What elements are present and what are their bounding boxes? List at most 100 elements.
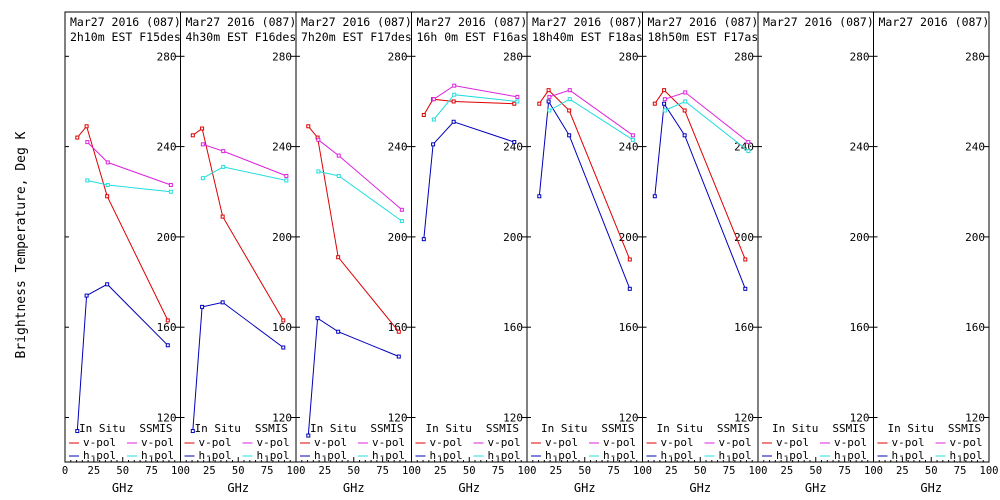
series-line-in_situ_h (538, 99, 631, 289)
y-tick-label: 200 (503, 231, 523, 244)
y-tick-label: 280 (734, 50, 754, 63)
y-tick-label: 160 (619, 321, 639, 334)
data-point-in_situ_h (743, 286, 748, 291)
x-tick-label: 25 (550, 465, 563, 477)
panel-title-date: Mar27 2016 (087) (186, 15, 297, 29)
legend-ssmis-hpol: h-pol (372, 449, 405, 462)
legend-in-situ-hpol: h-pol (314, 449, 347, 462)
data-point-in_situ_h (512, 140, 517, 145)
y-tick-label: 160 (734, 321, 754, 334)
data-point-in_situ_v (546, 88, 551, 93)
data-point-ssmis_v (284, 173, 289, 178)
y-tick-label: 200 (388, 231, 408, 244)
y-tick-label: 160 (272, 321, 292, 334)
legend-in-situ-hpol: h-pol (430, 449, 463, 462)
data-point-ssmis_v (547, 94, 552, 99)
data-point-in_situ_h (165, 343, 170, 348)
legend-in-situ-label: In Situ (772, 422, 818, 435)
panel-title-date: Mar27 2016 (087) (301, 15, 412, 29)
panel-7: Mar27 2016 (087) 120 160 200 240 280 25 50 75 100… (757, 11, 883, 495)
data-point-in_situ_h (336, 329, 341, 334)
legend-in-situ-hpol: h-pol (661, 449, 694, 462)
x-tick-label: 100 (633, 465, 652, 477)
legend-in-situ-vpol: v-pol (430, 436, 463, 449)
data-point-in_situ_h (627, 286, 632, 291)
data-point-in_situ_h (451, 119, 456, 124)
data-point-in_situ_v (281, 318, 286, 323)
data-point-in_situ_v (306, 124, 311, 129)
panel-title-date: Mar27 2016 (087) (417, 15, 528, 29)
legend-in-situ-label: In Situ (310, 422, 356, 435)
x-tick-label: 50 (578, 465, 591, 477)
x-tick-label: 75 (954, 465, 967, 477)
legend-in-situ-vpol: v-pol (892, 436, 925, 449)
data-point-ssmis_h (316, 169, 321, 174)
x-axis-label: GHz (689, 481, 711, 495)
data-point-in_situ_h (662, 101, 667, 106)
series-line-ssmis_v (664, 91, 749, 143)
y-tick-label: 280 (503, 50, 523, 63)
panel-title-date: Mar27 2016 (087) (70, 15, 181, 29)
x-tick-label: 75 (145, 465, 158, 477)
legend-in-situ-vpol: v-pol (661, 436, 694, 449)
data-point-ssmis_v (105, 160, 110, 165)
data-point-in_situ_v (190, 133, 195, 138)
data-point-in_situ_v (75, 135, 80, 140)
x-tick-label: 50 (347, 465, 360, 477)
series-line-in_situ_h (192, 301, 284, 432)
data-point-in_situ_h (105, 282, 110, 287)
x-tick-label: 75 (261, 465, 274, 477)
y-tick-label: 240 (388, 141, 408, 154)
series-line-in_situ_v (307, 125, 400, 333)
data-point-in_situ_h (306, 433, 311, 438)
data-point-ssmis_v (630, 133, 635, 138)
data-point-ssmis_h (221, 164, 226, 169)
legend-in-situ-label: In Situ (195, 422, 241, 435)
y-tick-label: 160 (965, 321, 985, 334)
data-point-in_situ_v (627, 257, 632, 262)
y-tick-label: 200 (619, 231, 639, 244)
data-point-ssmis_v (85, 140, 90, 145)
y-tick-label: 200 (157, 231, 177, 244)
x-tick-label: 75 (723, 465, 736, 477)
x-tick-label: 75 (607, 465, 620, 477)
legend-ssmis-vpol: v-pol (834, 436, 867, 449)
series-line-ssmis_h (202, 166, 287, 181)
series-group (652, 88, 751, 291)
panel-title-date: Mar27 2016 (087) (648, 15, 759, 29)
data-point-ssmis_h (399, 219, 404, 224)
y-tick-label: 160 (503, 321, 523, 334)
y-tick-label: 280 (965, 50, 985, 63)
data-point-in_situ_v (451, 99, 456, 104)
y-tick-label: 240 (619, 141, 639, 154)
data-point-in_situ_v (652, 101, 657, 106)
series-line-in_situ_v (538, 89, 631, 260)
x-axis-label: GHz (805, 481, 827, 495)
x-axis-label: GHz (574, 481, 596, 495)
data-point-ssmis_h (515, 99, 520, 104)
x-tick-label: 100 (864, 465, 883, 477)
y-tick-label: 160 (157, 321, 177, 334)
data-point-ssmis_h (662, 108, 667, 113)
y-tick-label: 120 (272, 412, 292, 425)
data-point-in_situ_v (512, 101, 517, 106)
panel-title-time: 18h40m EST F18asc (532, 30, 650, 44)
data-point-in_situ_h (75, 429, 80, 434)
data-point-ssmis_h (547, 108, 552, 113)
data-point-ssmis_h (746, 149, 751, 154)
panel-8: Mar27 2016 (087) 120 160 200 240 280 25 50 75 100… (873, 11, 998, 495)
y-tick-label: 280 (272, 50, 292, 63)
legend-ssmis-hpol: h-pol (834, 449, 867, 462)
panel-6: Mar27 2016 (087)18h50m EST F17asc 120 160 2… (642, 11, 767, 495)
legend-ssmis-label: SSMIS (486, 422, 519, 435)
panel-5: Mar27 2016 (087)18h40m EST F18asc 120 160 2… (526, 11, 652, 495)
legend-in-situ-vpol: v-pol (83, 436, 116, 449)
panels: Mar27 2016 (087)2h10m EST F15des12016020… (62, 11, 998, 495)
legend-in-situ-vpol: v-pol (314, 436, 347, 449)
data-point-ssmis_h (452, 92, 457, 97)
legend-in-situ-vpol: v-pol (199, 436, 232, 449)
panel-title-date: Mar27 2016 (087) (763, 15, 874, 29)
